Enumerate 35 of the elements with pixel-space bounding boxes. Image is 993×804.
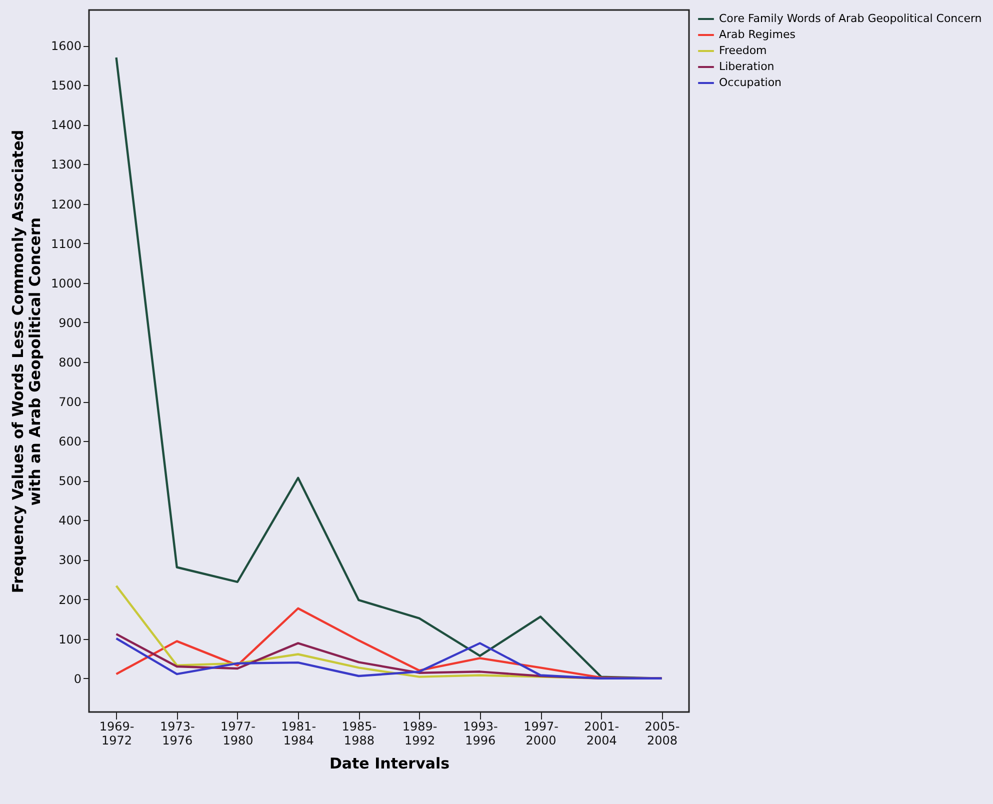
y-tick-label: 1100 <box>50 236 82 251</box>
x-tick-label: 1989-1992 <box>402 720 438 748</box>
y-tick-label: 1600 <box>50 39 82 54</box>
line-series <box>115 56 663 680</box>
y-tick-label: 1000 <box>50 276 82 290</box>
y-tick-label: 1500 <box>50 78 82 93</box>
y-tick-label: 400 <box>58 514 82 528</box>
x-axis-title: Date Intervals <box>329 754 450 772</box>
y-tick-label: 200 <box>58 592 82 607</box>
legend-label: Core Family Words of Arab Geopolitical Concern <box>719 12 982 25</box>
x-tick-label: 1969-1972 <box>99 720 134 748</box>
y-tick-label: 700 <box>58 395 82 410</box>
y-tick-label: 800 <box>58 355 82 370</box>
y-tick-label: 500 <box>58 474 82 488</box>
legend-label: Liberation <box>719 60 774 73</box>
y-tick-label: 100 <box>58 632 82 646</box>
x-tick-label: 1977-1980 <box>220 720 256 748</box>
y-tick-label: 600 <box>58 434 82 449</box>
x-tick-label: 1997-2000 <box>524 720 558 748</box>
y-tick-label: 300 <box>58 553 82 568</box>
legend-label: Freedom <box>719 44 767 57</box>
y-axis-title: Frequency Values of Words Less Commonly Associated with an Arab Geopolitical Concern <box>8 130 44 594</box>
x-tick-label: 1985-1988 <box>342 720 377 748</box>
y-tick-label: 1200 <box>50 197 82 212</box>
x-tick-label: 2001-2004 <box>584 720 620 748</box>
x-tick-label: 1973-1976 <box>160 720 195 748</box>
y-tick-label: 900 <box>58 316 82 330</box>
y-tick-label: 1400 <box>50 118 82 132</box>
legend-label: Occupation <box>719 76 782 89</box>
legend-label: Arab Regimes <box>719 28 796 41</box>
x-tick-label: 1993-1996 <box>462 720 498 748</box>
x-tick-label: 2005-2008 <box>644 720 680 748</box>
y-tick-label: 0 <box>74 672 82 686</box>
x-tick-label: 1981-1984 <box>281 720 316 748</box>
y-tick-label: 1300 <box>50 158 82 172</box>
